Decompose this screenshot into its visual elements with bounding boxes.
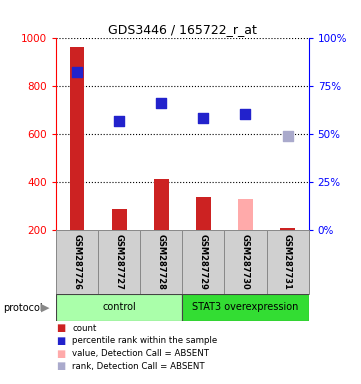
Text: GSM287730: GSM287730	[241, 234, 250, 290]
Text: GSM287727: GSM287727	[115, 234, 123, 290]
Text: ■: ■	[56, 361, 65, 371]
Text: protocol: protocol	[4, 303, 43, 313]
Point	[74, 69, 80, 75]
Text: GSM287731: GSM287731	[283, 234, 292, 290]
Bar	[154, 179, 169, 230]
Title: GDS3446 / 165722_r_at: GDS3446 / 165722_r_at	[108, 23, 257, 36]
Bar	[225, 230, 266, 294]
Text: GSM287726: GSM287726	[73, 234, 82, 290]
Point	[285, 132, 291, 139]
Text: value, Detection Call = ABSENT: value, Detection Call = ABSENT	[72, 349, 209, 358]
Bar	[56, 294, 182, 321]
Text: STAT3 overexpression: STAT3 overexpression	[192, 302, 299, 312]
Bar	[266, 230, 309, 294]
Bar	[112, 209, 126, 230]
Bar	[98, 230, 140, 294]
Bar	[56, 230, 98, 294]
Bar	[196, 197, 211, 230]
Point	[116, 118, 122, 124]
Text: ■: ■	[56, 336, 65, 346]
Text: ■: ■	[56, 323, 65, 333]
Text: control: control	[102, 302, 136, 312]
Text: GSM287729: GSM287729	[199, 234, 208, 290]
Text: rank, Detection Call = ABSENT: rank, Detection Call = ABSENT	[72, 362, 205, 371]
Text: count: count	[72, 324, 97, 333]
Point	[158, 100, 164, 106]
Bar	[70, 47, 84, 230]
Text: ▶: ▶	[41, 303, 49, 313]
Text: percentile rank within the sample: percentile rank within the sample	[72, 336, 217, 346]
Bar	[238, 199, 253, 230]
Text: ■: ■	[56, 349, 65, 359]
Bar	[182, 230, 225, 294]
Bar	[182, 294, 309, 321]
Point	[200, 115, 206, 121]
Text: GSM287728: GSM287728	[157, 234, 166, 290]
Bar	[280, 228, 295, 230]
Bar	[140, 230, 182, 294]
Point	[243, 111, 248, 117]
